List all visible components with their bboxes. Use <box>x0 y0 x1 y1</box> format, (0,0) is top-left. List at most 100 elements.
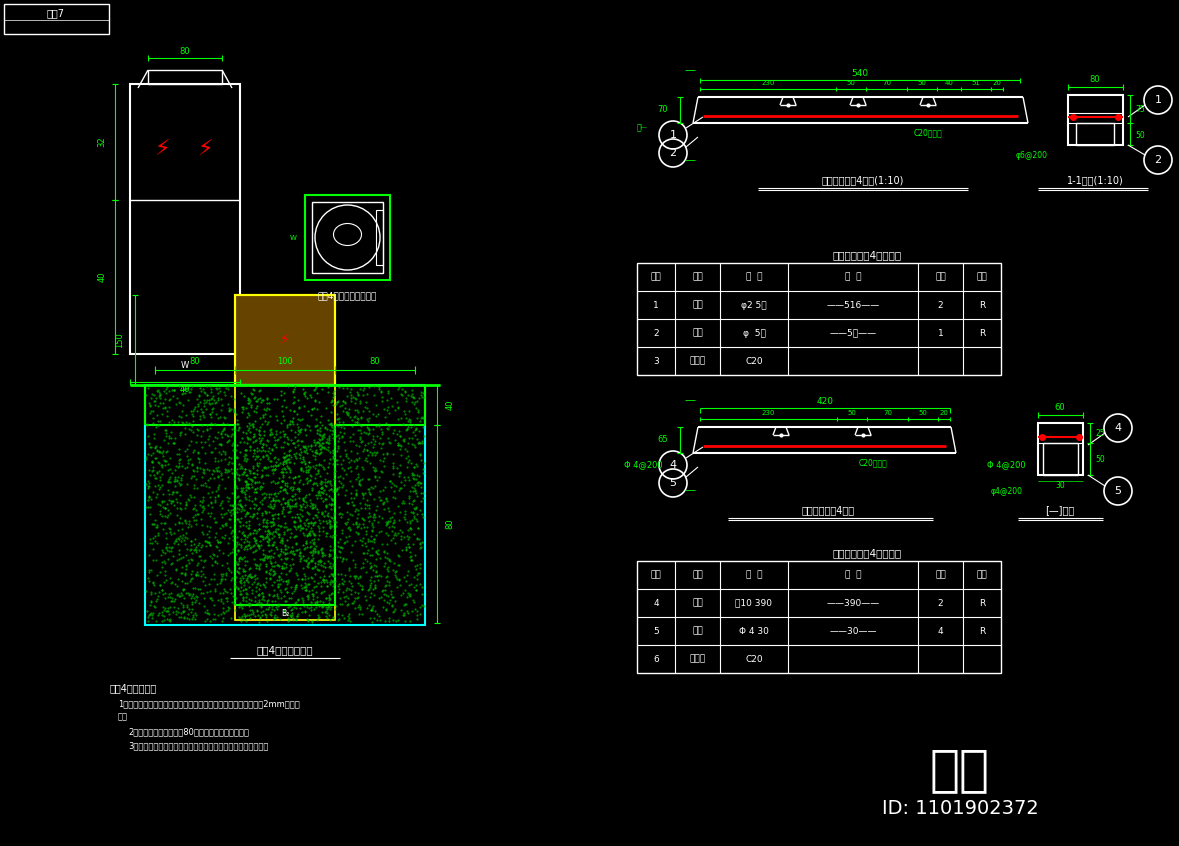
Text: 2、在电缆盖板上，每隔80米安装一个电缆标志板。: 2、在电缆盖板上，每隔80米安装一个电缆标志板。 <box>129 728 249 737</box>
Text: ⚡: ⚡ <box>197 140 213 160</box>
Text: 80: 80 <box>370 356 381 365</box>
Text: 3: 3 <box>653 356 659 365</box>
Text: 2: 2 <box>653 328 659 338</box>
Text: ——516——: ——516—— <box>826 300 880 310</box>
Text: 混凝土: 混凝土 <box>690 356 705 365</box>
Text: W: W <box>180 361 189 371</box>
Text: Φ 4 30: Φ 4 30 <box>739 627 769 635</box>
Text: 数量: 数量 <box>935 272 946 282</box>
Text: Φ 4@200: Φ 4@200 <box>624 460 663 470</box>
Text: 40: 40 <box>179 384 190 393</box>
Text: 5: 5 <box>653 627 659 635</box>
Bar <box>312 202 383 273</box>
Text: 编号: 编号 <box>651 570 661 580</box>
Text: 50: 50 <box>918 410 928 416</box>
Text: 一化三线电缓4支架(1:10): 一化三线电缓4支架(1:10) <box>822 175 904 185</box>
Bar <box>149 70 222 84</box>
Text: —: — <box>685 485 696 495</box>
Text: 单位: 单位 <box>976 272 987 282</box>
Text: 60: 60 <box>1055 404 1066 413</box>
Text: R: R <box>979 300 986 310</box>
Text: ⚡: ⚡ <box>281 333 290 347</box>
Bar <box>4 4 108 34</box>
Text: 编号: 编号 <box>651 272 661 282</box>
Text: 规  格: 规 格 <box>746 272 763 282</box>
Text: 钢筋: 钢筋 <box>692 328 703 338</box>
Bar <box>1038 423 1084 475</box>
Text: 1: 1 <box>1154 95 1161 105</box>
Bar <box>305 195 390 280</box>
Text: 50: 50 <box>847 80 856 86</box>
Text: 图  号: 图 号 <box>844 570 861 580</box>
Text: 40: 40 <box>446 400 454 410</box>
Text: 材料: 材料 <box>692 272 703 282</box>
Text: φ2 5扭: φ2 5扭 <box>742 300 766 310</box>
Text: 钢筋: 钢筋 <box>692 598 703 607</box>
Text: 40: 40 <box>98 272 106 283</box>
Text: 51: 51 <box>971 80 980 86</box>
Text: φ6@200: φ6@200 <box>1016 151 1048 160</box>
Text: 主10 390: 主10 390 <box>736 598 772 607</box>
Text: 5: 5 <box>670 478 677 488</box>
Text: 图  号: 图 号 <box>844 272 861 282</box>
Text: 150: 150 <box>116 332 125 348</box>
Text: R: R <box>979 598 986 607</box>
Text: 单位: 单位 <box>976 570 987 580</box>
Text: 4: 4 <box>653 598 659 607</box>
Text: 1: 1 <box>937 328 943 338</box>
Text: ⚡: ⚡ <box>154 140 170 160</box>
Text: 预制三线电缓4支溶料表: 预制三线电缓4支溶料表 <box>832 250 902 260</box>
Text: 数量: 数量 <box>935 570 946 580</box>
Text: 230: 230 <box>762 410 775 416</box>
Text: ——30——: ——30—— <box>829 627 877 635</box>
Text: 1、电缆标志板采用预制水泥混凝土制作，表面的符号及文字凹入2mm涂上水: 1、电缆标志板采用预制水泥混凝土制作，表面的符号及文字凹入2mm涂上水 <box>118 700 299 708</box>
Text: —: — <box>685 395 696 405</box>
Text: R: R <box>979 627 986 635</box>
Text: 预制二线电缓4支溶料表: 预制二线电缓4支溶料表 <box>832 548 902 558</box>
Text: Φ 4@200: Φ 4@200 <box>987 460 1026 470</box>
Text: W: W <box>290 234 297 240</box>
Text: ——5扭——: ——5扭—— <box>830 328 876 338</box>
Bar <box>376 210 383 265</box>
Bar <box>1043 443 1078 475</box>
Text: —: — <box>685 155 696 165</box>
Text: 50: 50 <box>1135 130 1145 140</box>
Bar <box>235 295 335 385</box>
Text: 20: 20 <box>993 80 1001 86</box>
Text: 20: 20 <box>940 410 948 416</box>
Bar <box>145 385 424 625</box>
Text: 75: 75 <box>1135 105 1145 113</box>
Text: C20混凝土: C20混凝土 <box>858 459 888 468</box>
Text: 泥。: 泥。 <box>118 712 129 722</box>
Text: 80: 80 <box>179 47 190 57</box>
Text: 1-1剑面(1:10): 1-1剑面(1:10) <box>1067 175 1124 185</box>
Text: φ  5扭: φ 5扭 <box>743 328 765 338</box>
Text: 65: 65 <box>658 436 668 444</box>
Bar <box>637 263 1001 375</box>
Text: 规  格: 规 格 <box>746 570 763 580</box>
Text: 2: 2 <box>937 598 943 607</box>
Text: 电缓4标示版示意图: 电缓4标示版示意图 <box>257 645 314 655</box>
Text: 1: 1 <box>670 130 677 140</box>
Text: 电缓4线路标示版管道图: 电缓4线路标示版管道图 <box>318 292 377 300</box>
Text: —: — <box>685 65 696 75</box>
Text: 540: 540 <box>851 69 869 79</box>
Text: 电缓4标示说明：: 电缓4标示说明： <box>110 683 157 693</box>
Text: 40: 40 <box>944 80 954 86</box>
Text: 4: 4 <box>1114 423 1121 433</box>
Text: B₂: B₂ <box>281 608 289 618</box>
Text: ID: 1101902372: ID: 1101902372 <box>882 799 1039 817</box>
Text: 2: 2 <box>1154 155 1161 165</box>
Text: 50: 50 <box>1095 455 1105 464</box>
Text: 三⊢: 三⊢ <box>637 124 648 133</box>
Text: 6: 6 <box>653 655 659 663</box>
Text: 电栒7: 电栒7 <box>47 8 65 18</box>
Bar <box>637 561 1001 673</box>
Text: 100: 100 <box>277 356 292 365</box>
Text: 80: 80 <box>1089 75 1100 85</box>
Bar <box>130 84 241 354</box>
Text: 80: 80 <box>446 519 454 530</box>
Text: 80: 80 <box>190 356 200 365</box>
Text: 5: 5 <box>1114 486 1121 496</box>
Text: 3、当电缆通道位于人行道上时，电缆标志板与道路路面相平。: 3、当电缆通道位于人行道上时，电缆标志板与道路路面相平。 <box>129 741 269 750</box>
